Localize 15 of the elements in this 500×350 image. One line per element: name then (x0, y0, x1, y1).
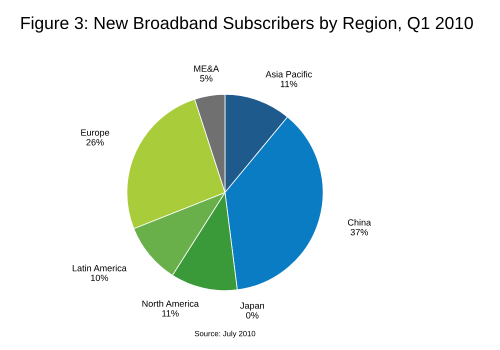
slice-label: Latin America (72, 264, 127, 272)
slice-label: ME&A (194, 66, 220, 72)
data-label: 10% (91, 274, 108, 282)
slice-label: China (348, 219, 372, 226)
slice-label: Asia Pacific (266, 70, 312, 78)
slice-label: North America (142, 300, 199, 307)
data-label: 11% (280, 80, 298, 88)
data-label: 5% (200, 75, 212, 82)
data-label: 26% (86, 139, 104, 146)
slice-label: Europe (81, 129, 110, 138)
text: 0% (246, 312, 258, 319)
data-label: 37% (350, 228, 368, 236)
data-label: 11% (162, 310, 179, 317)
category-label: Japan (240, 302, 264, 311)
chart-title: Figure 3: New Broadband Subscribers by Region, Q1 2010 (21, 16, 473, 33)
